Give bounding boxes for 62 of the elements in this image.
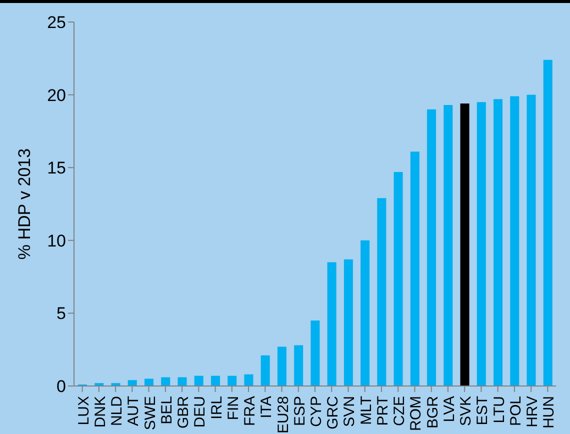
x-tick-label: CZE	[391, 396, 408, 426]
bar	[377, 198, 386, 386]
x-tick-label: EST	[474, 396, 492, 426]
x-tick-label: FRA	[242, 396, 259, 426]
bar	[144, 378, 154, 386]
x-tick-label: SWE	[142, 396, 159, 430]
x-tick-label: GBR	[175, 396, 192, 429]
x-tick-label: IRL	[208, 396, 226, 420]
bar	[310, 320, 320, 386]
y-tick-label: 15	[47, 158, 66, 178]
bar	[494, 99, 503, 386]
bar	[360, 240, 370, 386]
x-tick-label: SVN	[341, 396, 358, 427]
x-tick-label: ITA	[258, 396, 276, 418]
bar	[244, 374, 254, 386]
x-tick-label: BEL	[158, 396, 176, 424]
x-tick-label: DNK	[92, 396, 109, 428]
bar	[410, 152, 420, 386]
bar	[228, 376, 237, 386]
x-tick-label: PRT	[374, 396, 392, 426]
bar	[394, 172, 403, 386]
bar	[460, 104, 470, 386]
bar	[476, 102, 486, 386]
x-tick-label: LTU	[490, 396, 508, 424]
x-tick-label: HUN	[540, 396, 558, 428]
x-tick-label: LUX	[75, 396, 92, 426]
bar	[427, 109, 436, 386]
x-tick-label: LVA	[440, 396, 458, 422]
x-tick-label: EU28	[274, 396, 292, 434]
x-tick-label: GRC	[324, 396, 342, 430]
x-tick-label: NLD	[108, 396, 126, 426]
y-tick-label: 10	[47, 231, 66, 250]
bar	[510, 96, 520, 386]
x-tick-label: CYP	[308, 396, 325, 427]
bar	[128, 380, 137, 386]
bar	[543, 60, 552, 386]
x-tick-label: ROM	[408, 396, 425, 431]
bar	[210, 376, 220, 386]
y-tick-label: 25	[47, 13, 66, 32]
bar	[194, 376, 204, 386]
x-tick-label: DEU	[192, 396, 209, 428]
y-tick-label: 0	[56, 377, 66, 396]
y-tick-label: 5	[56, 304, 66, 324]
x-tick-label: ESP	[291, 396, 308, 426]
bar	[294, 345, 304, 386]
bar	[344, 259, 353, 386]
x-tick-label: HRV	[524, 396, 542, 428]
bar	[526, 94, 536, 386]
x-tick-label: POL	[507, 396, 524, 426]
bar	[178, 377, 187, 386]
x-tick-label: AUT	[125, 396, 142, 426]
bar	[260, 355, 270, 386]
x-tick-label: FIN	[224, 396, 242, 420]
x-tick-label: SVK	[458, 396, 475, 426]
x-tick-label: BGR	[424, 396, 442, 429]
y-tick-label: 20	[47, 86, 66, 105]
y-axis-title: % HDP v 2013	[15, 148, 34, 260]
bar	[444, 104, 453, 386]
bar	[327, 262, 336, 386]
bar	[277, 346, 286, 386]
bar	[161, 377, 170, 386]
x-tick-label: MLT	[358, 396, 375, 425]
